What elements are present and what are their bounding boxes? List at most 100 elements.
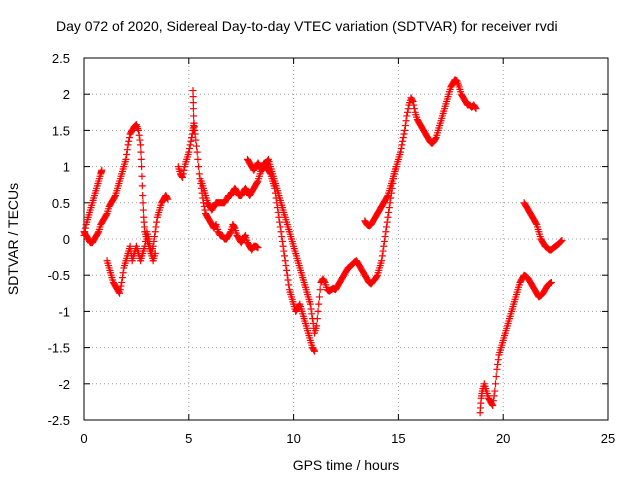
axis-ticks: [83, 57, 609, 421]
data-point: [134, 126, 142, 134]
data-point: [320, 277, 328, 285]
data-point: [211, 222, 219, 230]
data-point: [489, 397, 497, 405]
data-point: [136, 136, 144, 144]
data-point: [494, 356, 502, 364]
data-point: [276, 218, 284, 226]
data-point: [307, 305, 315, 313]
data-point: [126, 242, 134, 250]
data-point: [124, 141, 132, 149]
data-point: [145, 235, 153, 243]
y-tick-label: 2.5: [52, 51, 70, 66]
y-tick-label: 0.5: [52, 196, 70, 211]
data-point: [494, 360, 502, 368]
data-point: [164, 195, 172, 203]
data-point: [137, 155, 145, 163]
data-point: [385, 208, 393, 216]
x-tick-label: 5: [185, 431, 192, 446]
data-point: [373, 272, 381, 280]
data-point: [194, 155, 202, 163]
data-points: [80, 76, 566, 417]
data-point: [192, 136, 200, 144]
data-point: [241, 233, 249, 241]
data-point: [186, 141, 194, 149]
y-tick-label: -2.5: [48, 413, 70, 428]
data-point: [285, 281, 293, 289]
x-tick-label: 25: [601, 431, 615, 446]
data-point: [276, 223, 284, 231]
data-point: [380, 242, 388, 250]
data-point: [281, 252, 289, 260]
data-point: [378, 257, 386, 265]
data-point: [383, 218, 391, 226]
plot-frame: [83, 57, 609, 421]
data-point: [163, 194, 171, 202]
y-tick-label: 1.5: [52, 123, 70, 138]
data-point: [492, 373, 500, 381]
data-point: [190, 119, 198, 127]
data-point: [396, 148, 404, 156]
data-point: [185, 145, 193, 152]
data-point: [116, 289, 124, 297]
data-point: [311, 347, 319, 355]
data-point: [378, 252, 386, 260]
data-point: [284, 276, 292, 284]
data-point: [138, 163, 146, 171]
data-point: [125, 134, 133, 142]
data-point: [150, 237, 158, 245]
data-point: [532, 219, 540, 227]
data-point: [195, 163, 203, 171]
data-point: [81, 224, 89, 232]
data-point: [472, 105, 480, 113]
data-point: [118, 278, 126, 286]
y-tick-labels: 2.5 2 1.5 1 0.5 0 -0.5 -1 -1.5 -2 -2.5: [48, 51, 70, 428]
data-point: [226, 229, 234, 237]
data-point: [151, 228, 159, 236]
data-point: [382, 228, 390, 236]
x-tick-labels: 0 5 10 15 20 25: [80, 431, 615, 446]
data-point: [94, 229, 102, 237]
x-tick-label: 15: [391, 431, 405, 446]
x-tick-label: 10: [286, 431, 300, 446]
data-point: [146, 240, 154, 248]
data-point: [117, 282, 125, 290]
data-point: [282, 262, 290, 270]
data-point: [254, 244, 262, 252]
data-point: [279, 242, 287, 250]
data-point: [123, 151, 131, 159]
y-tick-label: -2: [58, 377, 70, 392]
data-point: [295, 301, 303, 309]
data-point: [385, 204, 393, 212]
data-point: [397, 145, 405, 152]
data-point: [189, 99, 197, 107]
data-point: [403, 108, 411, 116]
data-point: [308, 310, 316, 318]
data-point: [379, 247, 387, 255]
data-point: [185, 148, 193, 156]
data-point: [399, 134, 407, 142]
data-point: [488, 400, 496, 408]
data-point: [264, 157, 272, 165]
data-point: [137, 148, 145, 156]
data-point: [139, 199, 147, 207]
y-tick-label: -1: [58, 304, 70, 319]
data-point: [401, 122, 409, 130]
data-point: [313, 322, 321, 330]
data-point: [192, 142, 200, 150]
data-point: [152, 223, 160, 231]
data-point: [141, 242, 149, 250]
data-point: [179, 173, 187, 181]
data-point: [138, 182, 146, 190]
data-point: [383, 193, 391, 201]
data-point: [275, 213, 283, 221]
data-point: [547, 278, 555, 286]
data-point: [410, 101, 418, 109]
data-point: [316, 286, 324, 294]
data-point: [280, 247, 288, 255]
data-point: [139, 206, 147, 214]
data-point: [383, 223, 391, 231]
data-point: [151, 249, 159, 257]
data-point: [116, 286, 124, 294]
data-point: [313, 315, 321, 323]
